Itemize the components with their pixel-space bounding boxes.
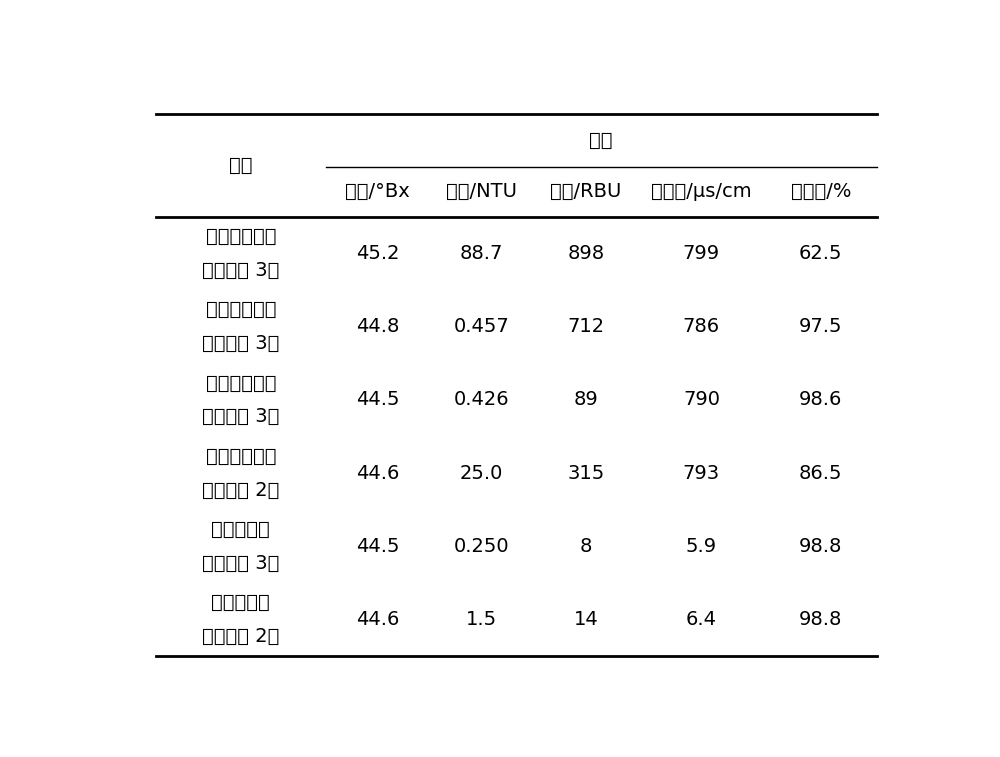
- Text: （实施例 3）: （实施例 3）: [202, 260, 279, 279]
- Text: 0.250: 0.250: [454, 537, 509, 556]
- Text: 98.8: 98.8: [799, 537, 843, 556]
- Text: 44.5: 44.5: [356, 537, 399, 556]
- Text: 44.8: 44.8: [356, 317, 399, 336]
- Text: 98.8: 98.8: [799, 610, 843, 629]
- Text: 5.9: 5.9: [686, 537, 717, 556]
- Text: 浊度/NTU: 浊度/NTU: [446, 182, 517, 201]
- Text: 14: 14: [573, 610, 598, 629]
- Text: 色度/RBU: 色度/RBU: [550, 182, 621, 201]
- Text: 44.5: 44.5: [356, 391, 399, 410]
- Text: （对照例 2）: （对照例 2）: [202, 627, 279, 646]
- Text: 89: 89: [573, 391, 598, 410]
- Text: 315: 315: [567, 463, 604, 483]
- Text: 项目: 项目: [589, 131, 613, 150]
- Text: 793: 793: [683, 463, 720, 483]
- Text: 44.6: 44.6: [356, 463, 399, 483]
- Text: 62.5: 62.5: [799, 244, 843, 263]
- Text: 清果葡糖浆: 清果葡糖浆: [211, 520, 270, 539]
- Text: 25.0: 25.0: [460, 463, 503, 483]
- Text: （实施例 3）: （实施例 3）: [202, 334, 279, 353]
- Text: 0.457: 0.457: [454, 317, 510, 336]
- Text: 786: 786: [683, 317, 720, 336]
- Text: 项目: 项目: [229, 156, 253, 175]
- Text: （对照例 2）: （对照例 2）: [202, 481, 279, 500]
- Text: 第三果葡糖浆: 第三果葡糖浆: [206, 301, 276, 319]
- Text: 8: 8: [580, 537, 592, 556]
- Text: 44.6: 44.6: [356, 610, 399, 629]
- Text: 45.2: 45.2: [356, 244, 399, 263]
- Text: 790: 790: [683, 391, 720, 410]
- Text: 1.5: 1.5: [466, 610, 497, 629]
- Text: 第二果葡糖浆: 第二果葡糖浆: [206, 227, 276, 246]
- Text: 透光率/%: 透光率/%: [791, 182, 851, 201]
- Text: 锤度/°Bx: 锤度/°Bx: [345, 182, 410, 201]
- Text: （实施例 3）: （实施例 3）: [202, 553, 279, 573]
- Text: 第四果葡糖浆: 第四果葡糖浆: [206, 373, 276, 392]
- Text: （实施例 3）: （实施例 3）: [202, 407, 279, 426]
- Text: 97.5: 97.5: [799, 317, 843, 336]
- Text: 第四果葡糖浆: 第四果葡糖浆: [206, 447, 276, 466]
- Text: 6.4: 6.4: [686, 610, 717, 629]
- Text: 0.426: 0.426: [454, 391, 509, 410]
- Text: 98.6: 98.6: [799, 391, 843, 410]
- Text: 898: 898: [567, 244, 604, 263]
- Text: 712: 712: [567, 317, 604, 336]
- Text: 88.7: 88.7: [460, 244, 503, 263]
- Text: 86.5: 86.5: [799, 463, 843, 483]
- Text: 799: 799: [683, 244, 720, 263]
- Text: 清果葡糖浆: 清果葡糖浆: [211, 593, 270, 612]
- Text: 电导率/μs/cm: 电导率/μs/cm: [651, 182, 752, 201]
